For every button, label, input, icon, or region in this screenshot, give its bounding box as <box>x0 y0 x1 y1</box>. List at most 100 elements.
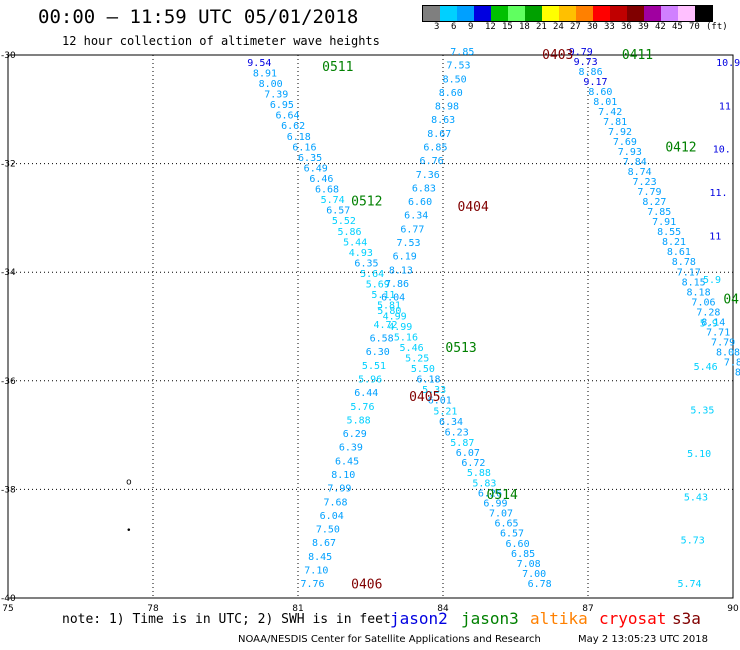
wave-height-value: 5.88 <box>467 468 491 479</box>
wave-height-value: 7.06 <box>691 297 715 308</box>
pass-label: 0513 <box>445 341 476 356</box>
wave-height-value: 6.01 <box>428 396 452 407</box>
wave-height-value: 7.17 <box>677 267 701 278</box>
wave-height-value: 8.15 <box>682 277 706 288</box>
wave-height-value: 7.08 <box>517 559 541 570</box>
wave-height-value: 6.46 <box>309 174 333 185</box>
wave-height-value: 5.74 <box>321 195 345 206</box>
wave-height-value: 6.58 <box>370 334 394 345</box>
wave-height-value: 10. <box>713 145 731 156</box>
wave-height-value: 5.10 <box>687 449 711 460</box>
wave-height-value: 6.39 <box>339 443 363 454</box>
wave-height-value: 8.55 <box>657 227 681 238</box>
wave-height-value: 7.53 <box>397 238 421 249</box>
satellite-jason2: jason2 <box>390 609 448 628</box>
y-tick-label: -32 <box>1 160 16 170</box>
wave-height-value: 11 <box>709 232 721 243</box>
wave-height-value: 6.19 <box>393 252 417 263</box>
wave-height-value: 6.23 <box>445 427 469 438</box>
wave-height-value: 6.35 <box>354 258 378 269</box>
wave-height-value: 9.54 <box>247 58 271 69</box>
wave-height-value: 8.91 <box>253 68 277 79</box>
wave-height-value: 5.74 <box>677 579 701 590</box>
wave-height-value: 5.69 <box>366 280 390 291</box>
x-tick-label: 87 <box>582 604 593 614</box>
wave-height-value: 6.64 <box>275 111 299 122</box>
wave-height-value: 6.34 <box>439 417 463 428</box>
wave-height-value: 7.36 <box>416 170 440 181</box>
x-tick-label: 90 <box>727 604 739 614</box>
wave-height-value: 8.14 <box>701 317 725 328</box>
wave-height-value: 8.61 <box>667 247 691 258</box>
wave-height-value: 5.50 <box>411 364 435 375</box>
legend-label: 18 <box>519 22 530 32</box>
wave-height-value: 6.76 <box>420 156 444 167</box>
pass-label: 0514 <box>487 488 518 503</box>
wave-height-value: 6.16 <box>292 142 316 153</box>
wave-height-value: 5.46 <box>694 362 718 373</box>
wave-height-value: 6.78 <box>528 579 552 590</box>
wave-height-value: 5.43 <box>684 492 708 503</box>
wave-height-value: 7.23 <box>633 177 657 188</box>
wave-height-value: 5.9 <box>703 275 721 286</box>
wave-height-value: 8.74 <box>628 167 652 178</box>
wave-height-value: 6.60 <box>408 197 432 208</box>
wave-height-value: 7.91 <box>652 217 676 228</box>
x-tick-label: 75 <box>2 604 13 614</box>
pass-label: 0411 <box>622 48 653 63</box>
wave-height-value: 6.62 <box>281 121 305 132</box>
wave-height-value: 5.33 <box>422 385 446 396</box>
wave-height-value: 4.72 <box>373 320 397 331</box>
wave-height-value: 9.73 <box>574 57 598 68</box>
legend-label: 27 <box>570 22 581 32</box>
wave-height-value: 7.69 <box>613 137 637 148</box>
wave-height-value: 8 <box>735 367 740 378</box>
wave-height-value: 6.29 <box>343 429 367 440</box>
wave-height-value: 5.44 <box>343 237 367 248</box>
wave-height-value: 4.99 <box>383 311 407 322</box>
legend-swatch <box>474 6 491 21</box>
wave-height-value: 5.51 <box>362 361 386 372</box>
wave-height-value: 7.86 <box>385 279 409 290</box>
wave-height-value: 5.25 <box>405 353 429 364</box>
legend-swatch <box>610 6 627 21</box>
legend-swatch <box>508 6 525 21</box>
wave-height-value: 6.85 <box>423 143 447 154</box>
wave-height-value: 6.99 <box>483 498 507 509</box>
wave-height-value: 7.28 <box>696 307 720 318</box>
wave-height-value: 6.07 <box>456 448 480 459</box>
wave-height-value: 7.99 <box>327 484 351 495</box>
wave-height-value: 7.00 <box>522 569 546 580</box>
wave-height-value: 7.71 <box>706 327 730 338</box>
wave-height-value: 5.46 <box>400 343 424 354</box>
legend-label: 36 <box>621 22 632 32</box>
wave-height-value: 6.45 <box>335 456 359 467</box>
wave-height-value: 6.60 <box>506 539 530 550</box>
y-tick-label: -30 <box>1 51 16 61</box>
wave-height-value: 6.30 <box>366 347 390 358</box>
y-tick-label: -34 <box>1 268 16 278</box>
legend-label: 3 <box>434 22 440 32</box>
wave-height-value: 6.72 <box>461 458 485 469</box>
pass-label: 0412 <box>665 140 696 155</box>
wave-height-value: 5.86 <box>338 227 362 238</box>
wave-height-value: 6.44 <box>354 388 378 399</box>
wave-height-value: 5.83 <box>472 478 496 489</box>
wave-height-value: 7.92 <box>608 127 632 138</box>
buoy-marker: o <box>126 477 132 487</box>
wave-height-value: 6.49 <box>304 163 328 174</box>
wave-height-value: 8.08 <box>716 347 740 358</box>
wave-height-value: 7.53 <box>446 61 470 72</box>
map-frame <box>7 54 734 599</box>
wave-height-value: 7.79 <box>711 337 735 348</box>
wave-height-value: 7.68 <box>324 497 348 508</box>
wave-height-value: 7.93 <box>618 147 642 158</box>
wave-height-value: 5.87 <box>450 438 474 449</box>
map-title: 00:00 – 11:59 UTC 05/01/2018 <box>38 6 359 28</box>
legend-swatch <box>644 6 661 21</box>
satellite-altika: altika <box>530 609 588 628</box>
legend-label: 24 <box>553 22 564 32</box>
buoy-marker: • <box>126 526 131 536</box>
wave-height-value: 8.18 <box>687 287 711 298</box>
